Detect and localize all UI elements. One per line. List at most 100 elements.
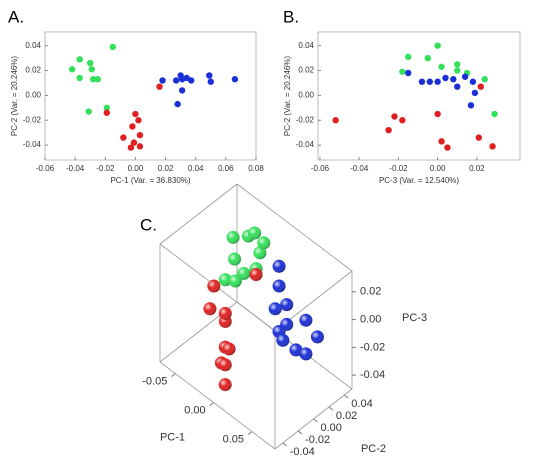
sphere-shade	[237, 266, 251, 280]
sphere-shade	[276, 333, 290, 347]
panel-label: B.	[283, 7, 299, 26]
x-tick-label: -0.04	[66, 164, 85, 173]
point	[454, 61, 461, 68]
z-tick-label: -0.02	[360, 341, 385, 353]
sphere-shade	[226, 230, 240, 244]
sphere-shade	[249, 268, 263, 282]
y-tick-label: 0.02	[25, 66, 41, 75]
point	[477, 83, 484, 90]
x-tick-label: 0.00	[430, 164, 446, 173]
point	[207, 78, 214, 85]
point	[481, 76, 488, 83]
point	[489, 143, 496, 150]
point	[332, 117, 339, 124]
point	[454, 83, 461, 90]
point	[103, 109, 110, 116]
z-axis-title: PC-3	[402, 312, 427, 324]
y-tick-label: 0.00	[298, 90, 314, 99]
x-axis-title: PC-3 (Var. = 12.540%)	[379, 176, 459, 185]
sphere-shade	[272, 279, 286, 293]
point	[405, 53, 412, 61]
y-axis-title: PC-2	[361, 443, 386, 455]
y-tick-label: 0.02	[298, 66, 314, 75]
x-axis-title: PC-1 (Var. = 36.830%)	[110, 176, 190, 185]
x-tick	[247, 431, 253, 436]
point	[172, 77, 180, 84]
sphere-shade	[218, 378, 232, 392]
y-tick	[328, 406, 334, 411]
point	[434, 78, 441, 85]
z-tick-label: 0.00	[360, 313, 381, 325]
y-tick	[282, 442, 288, 447]
x-tick-label: 0.08	[248, 164, 264, 173]
point	[471, 89, 479, 97]
point	[454, 67, 461, 74]
point	[424, 54, 432, 62]
y-tick-label: -0.02	[23, 115, 42, 124]
point	[206, 72, 213, 79]
panel-label: C.	[140, 215, 157, 234]
x-tick-label: 0.02	[158, 164, 174, 173]
point	[87, 59, 94, 67]
point	[399, 117, 406, 124]
y-tick	[313, 418, 318, 423]
point	[475, 134, 483, 141]
sphere-shade	[268, 302, 282, 316]
sphere-shade	[272, 259, 286, 273]
point	[109, 43, 117, 51]
y-tick-label: -0.04	[296, 140, 315, 149]
point	[405, 69, 412, 77]
point	[491, 110, 498, 118]
point	[156, 83, 163, 90]
plot-frame	[317, 31, 521, 161]
box-edge	[159, 183, 238, 245]
x-tick-label: -0.06	[311, 164, 330, 173]
y-tick-label: 0.02	[336, 410, 357, 422]
point	[399, 68, 406, 75]
y-tick-label: 0.00	[321, 422, 342, 434]
point	[469, 78, 477, 85]
point	[444, 144, 451, 151]
x-tick	[171, 373, 176, 378]
point	[136, 143, 144, 150]
x-tick-label: -0.02	[389, 164, 408, 173]
x-tick-label: 0.02	[469, 164, 485, 173]
point	[90, 76, 97, 83]
panel-label: A.	[8, 7, 24, 26]
x-tick-label: -0.06	[36, 164, 55, 173]
x-tick-label: 0.06	[218, 164, 234, 173]
sphere-shade	[248, 226, 262, 240]
x-tick-label: 0.05	[223, 434, 244, 446]
box-edge	[236, 183, 353, 272]
sphere-shade	[280, 298, 294, 312]
y-tick	[343, 394, 349, 399]
x-tick-label: -0.05	[142, 376, 167, 388]
y-tick-label: -0.04	[290, 446, 315, 458]
point	[450, 76, 457, 83]
point	[467, 102, 475, 109]
point	[94, 76, 101, 83]
point	[434, 42, 441, 49]
y-tick-label: -0.02	[296, 115, 315, 124]
point	[132, 110, 139, 118]
point	[438, 138, 445, 145]
point	[391, 113, 398, 120]
point	[231, 76, 239, 83]
point	[461, 73, 469, 80]
y-tick-label: 0.04	[298, 41, 314, 50]
point	[385, 126, 392, 134]
sphere-shade	[299, 313, 313, 327]
sphere-shade	[218, 273, 232, 287]
sphere-shade	[218, 306, 232, 320]
sphere-shade	[289, 343, 303, 357]
point	[442, 74, 449, 82]
sphere-shade	[218, 358, 232, 372]
point	[418, 78, 426, 85]
x-tick-label: 0.00	[128, 164, 144, 173]
sphere-shade	[203, 302, 217, 316]
point	[438, 63, 445, 70]
plot-frame	[44, 31, 257, 161]
sphere-shade	[253, 246, 267, 260]
